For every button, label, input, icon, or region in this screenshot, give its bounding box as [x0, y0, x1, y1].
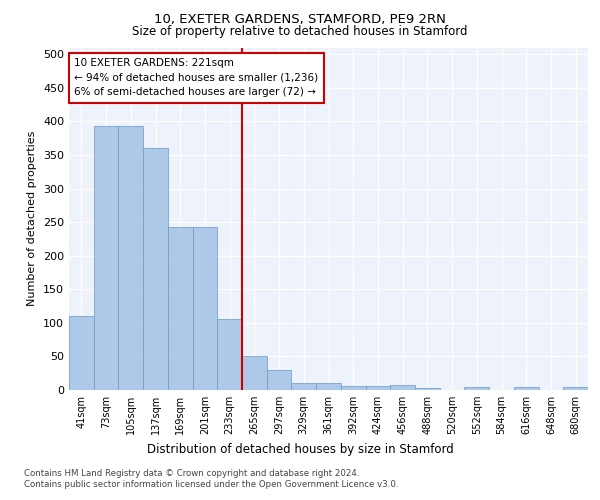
Bar — [267, 370, 292, 390]
Bar — [242, 356, 267, 390]
Text: Contains HM Land Registry data © Crown copyright and database right 2024.: Contains HM Land Registry data © Crown c… — [24, 469, 359, 478]
Bar — [365, 386, 390, 390]
Bar — [217, 320, 242, 390]
Bar — [563, 388, 588, 390]
Bar — [415, 388, 440, 390]
Bar — [69, 316, 94, 390]
Bar — [514, 388, 539, 390]
Bar — [94, 126, 118, 390]
Bar — [464, 386, 489, 390]
Bar — [390, 386, 415, 390]
Bar — [168, 227, 193, 390]
Bar — [193, 228, 217, 390]
Text: Size of property relative to detached houses in Stamford: Size of property relative to detached ho… — [132, 25, 468, 38]
Text: Contains public sector information licensed under the Open Government Licence v3: Contains public sector information licen… — [24, 480, 398, 489]
Bar — [316, 384, 341, 390]
Bar — [292, 384, 316, 390]
Bar — [118, 126, 143, 390]
Text: 10 EXETER GARDENS: 221sqm
← 94% of detached houses are smaller (1,236)
6% of sem: 10 EXETER GARDENS: 221sqm ← 94% of detac… — [74, 58, 319, 98]
Bar — [341, 386, 365, 390]
Bar — [143, 148, 168, 390]
Text: Distribution of detached houses by size in Stamford: Distribution of detached houses by size … — [146, 442, 454, 456]
Text: 10, EXETER GARDENS, STAMFORD, PE9 2RN: 10, EXETER GARDENS, STAMFORD, PE9 2RN — [154, 12, 446, 26]
Y-axis label: Number of detached properties: Number of detached properties — [28, 131, 37, 306]
